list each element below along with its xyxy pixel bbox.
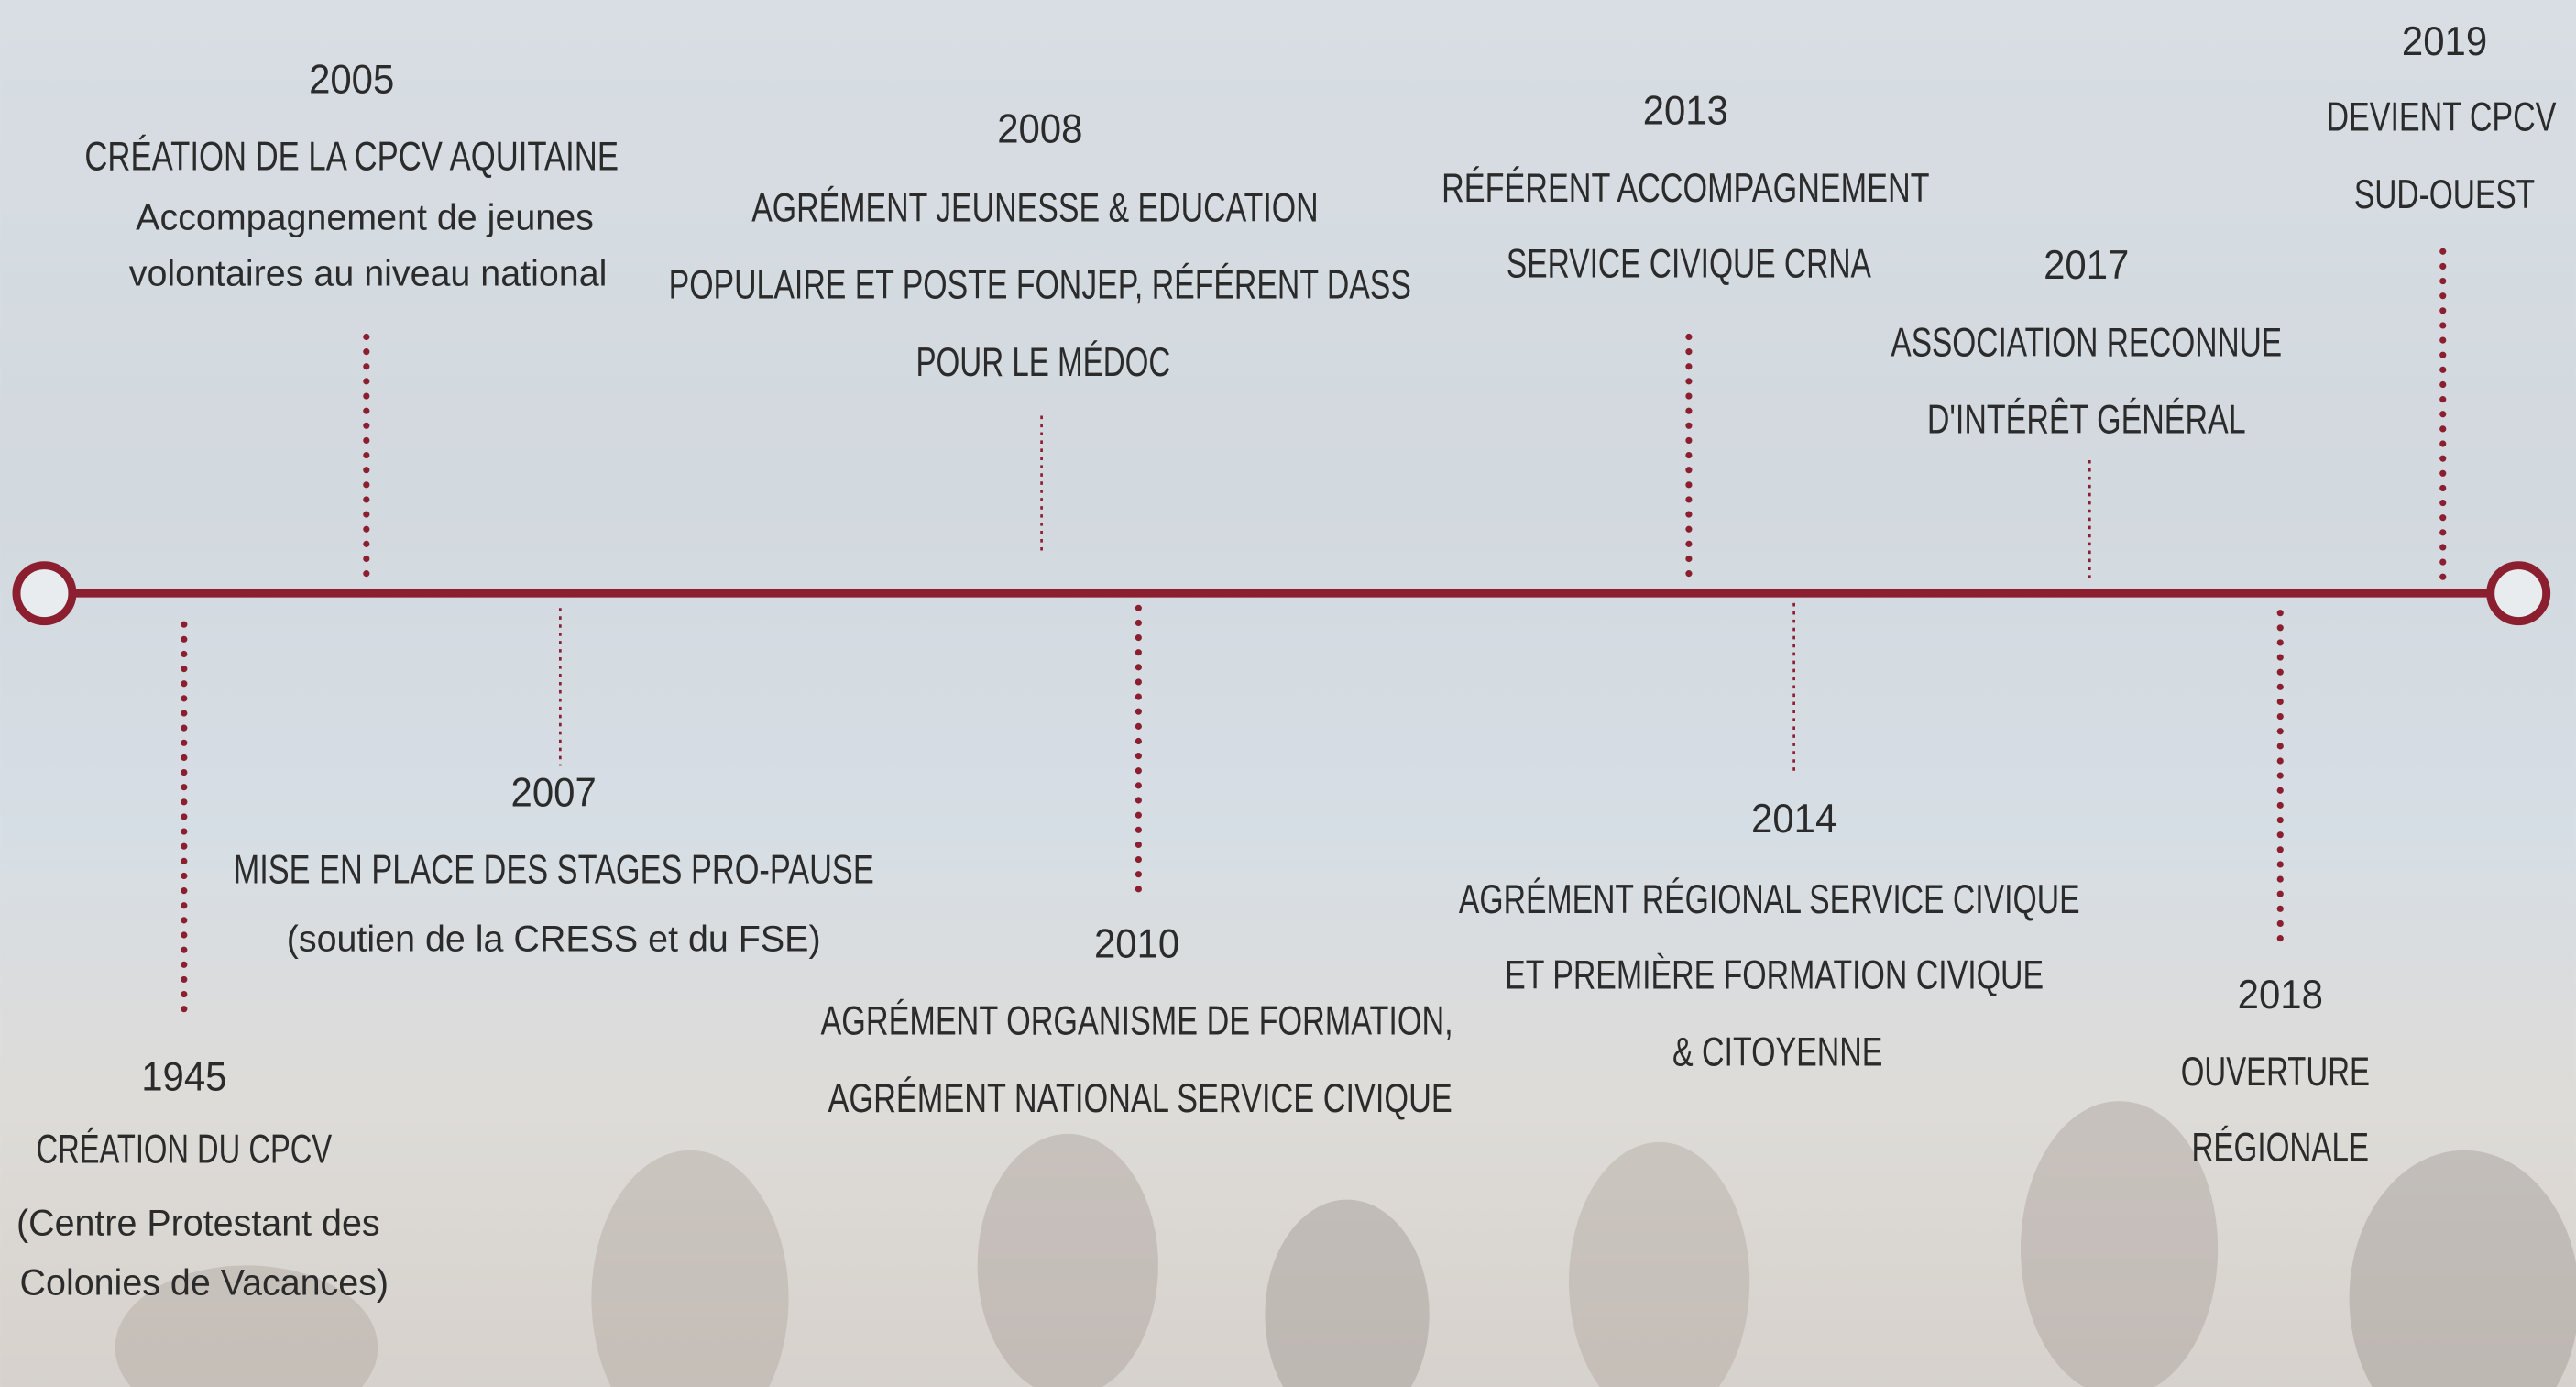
event-year: 2014 [1751,796,1836,842]
event-title: POPULAIRE ET POSTE FONJEP, RÉFÉRENT DASS [669,262,1411,308]
event-title: SERVICE CIVIQUE CRNA [1507,240,1871,286]
event-title: AGRÉMENT RÉGIONAL SERVICE CIVIQUE [1459,876,2080,922]
timeline-start [16,566,72,622]
event-year: 2010 [1094,920,1179,966]
event-title: RÉFÉRENT ACCOMPAGNEMENT [1441,165,1929,211]
event-title: AGRÉMENT NATIONAL SERVICE CIVIQUE [828,1075,1452,1121]
event-title: AGRÉMENT ORGANISME DE FORMATION, [820,998,1452,1044]
event-year: 2019 [2402,18,2487,64]
event-title: RÉGIONALE [2191,1125,2369,1171]
event-title: ASSOCIATION RECONNUE [1891,319,2282,365]
event-title: ET PREMIÈRE FORMATION CIVIQUE [1505,952,2044,997]
event-description: volontaires au niveau national [129,254,608,294]
event-year: 2007 [511,769,597,815]
event-description: (Centre Protestant des [16,1204,380,1244]
event-year: 2013 [1643,88,1728,134]
event-year: 1945 [141,1054,226,1100]
timeline: 1945 CRÉATION DU CPCV (Centre Protestant d… [0,0,2576,1387]
event-description: Accompagnement de jeunes [136,198,594,238]
event-description: Colonies de Vacances) [20,1262,389,1303]
event-description: (soutien de la CRESS et du FSE) [287,919,821,960]
event-title: AGRÉMENT JEUNESSE & EDUCATION [751,184,1318,230]
event-year: 2008 [997,105,1082,151]
timeline-end [2491,566,2547,622]
event-title: & CITOYENNE [1672,1029,1882,1075]
event-title: D'INTÉRÊT GÉNÉRAL [1927,397,2246,443]
event-title: MISE EN PLACE DES STAGES PRO-PAUSE [234,847,874,893]
event-title: SUD-OUEST [2354,171,2535,217]
event-title: POUR LE MÉDOC [915,339,1170,385]
event-title: OUVERTURE [2181,1049,2370,1095]
event-title: DEVIENT CPCV [2326,94,2556,140]
event-year: 2005 [309,56,394,102]
event-title: CRÉATION DE LA CPCV AQUITAINE [84,134,619,180]
event-title: CRÉATION DU CPCV [36,1126,332,1172]
event-year: 2018 [2238,972,2323,1018]
event-year: 2017 [2044,242,2129,288]
